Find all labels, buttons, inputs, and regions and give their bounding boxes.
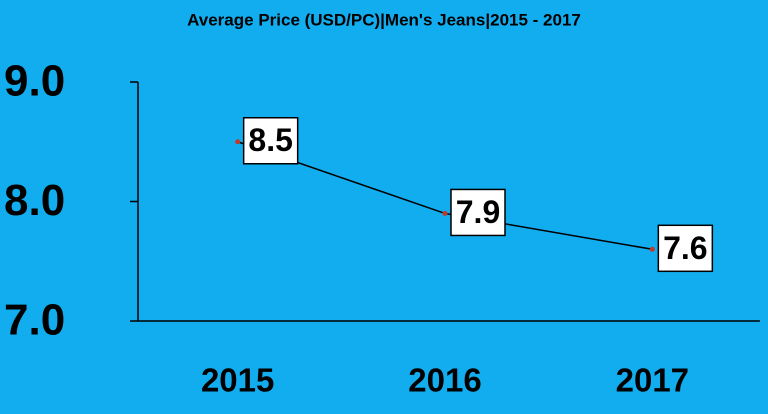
y-tick-label: 7.0 xyxy=(4,296,65,345)
chart-title: Average Price (USD/PC)|Men's Jeans|2015 … xyxy=(187,10,581,29)
data-label: 8.5 xyxy=(248,122,292,158)
marker xyxy=(649,246,655,252)
x-tick-label: 2017 xyxy=(616,362,689,399)
data-label-box xyxy=(450,188,506,237)
data-label-box xyxy=(242,117,299,165)
data-label: 7.6 xyxy=(663,230,707,266)
y-tick-label: 8.0 xyxy=(4,176,65,225)
marker xyxy=(442,210,448,216)
marker xyxy=(235,139,241,145)
x-tick-label: 2016 xyxy=(408,362,481,399)
y-tick-label: 9.0 xyxy=(4,57,65,106)
data-label-box xyxy=(657,224,714,273)
data-label: 7.9 xyxy=(456,194,500,230)
x-tick-label: 2015 xyxy=(201,362,274,399)
